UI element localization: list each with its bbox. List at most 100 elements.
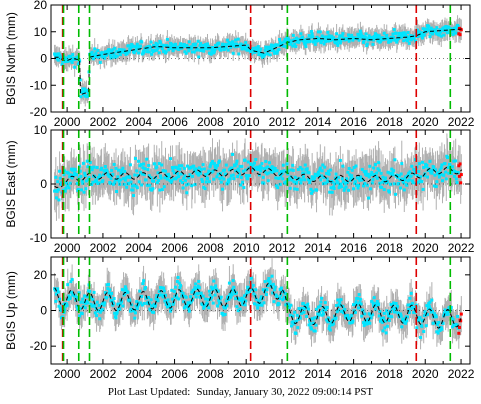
data-point — [132, 309, 136, 313]
data-point — [246, 160, 250, 164]
y-axis-label: BGIS Up (mm) — [4, 271, 18, 350]
data-point — [330, 34, 334, 38]
data-point — [370, 170, 374, 174]
data-point — [194, 169, 198, 173]
data-point — [393, 38, 397, 42]
data-point — [103, 301, 107, 305]
data-point — [271, 282, 275, 286]
data-point — [174, 165, 178, 169]
data-point — [167, 172, 171, 176]
data-point — [448, 163, 452, 167]
data-point — [333, 182, 337, 186]
data-point — [123, 178, 127, 182]
data-point — [385, 324, 389, 328]
data-point — [148, 183, 152, 187]
data-point — [370, 299, 374, 303]
data-point — [439, 326, 443, 330]
data-point — [163, 44, 167, 48]
x-tick-label: 2008 — [197, 115, 224, 129]
data-point — [453, 170, 457, 174]
x-tick-label: 2010 — [233, 241, 260, 255]
data-point — [153, 303, 157, 307]
data-point — [168, 179, 172, 183]
data-point — [121, 166, 125, 170]
data-point — [147, 296, 151, 300]
data-point — [80, 312, 84, 316]
data-point — [305, 167, 309, 171]
data-point — [155, 48, 159, 52]
data-point — [160, 293, 164, 297]
data-point — [326, 30, 330, 34]
data-point — [434, 185, 438, 189]
data-point — [189, 300, 193, 304]
data-point — [118, 53, 122, 57]
data-point — [363, 182, 367, 186]
data-point — [338, 304, 342, 308]
data-point — [258, 303, 262, 307]
data-point — [145, 50, 149, 54]
data-point — [295, 313, 299, 317]
data-point — [336, 181, 340, 185]
data-point — [178, 286, 182, 290]
data-point — [395, 40, 399, 44]
data-point — [155, 294, 159, 298]
data-point — [135, 307, 139, 311]
data-point — [446, 31, 450, 35]
data-point — [162, 49, 166, 53]
data-point — [273, 169, 277, 173]
data-point — [98, 60, 102, 64]
data-point — [85, 159, 89, 163]
data-point — [457, 325, 461, 329]
data-point — [167, 175, 171, 179]
data-point — [438, 329, 442, 333]
data-point — [182, 300, 186, 304]
x-tick-label: 2004 — [125, 241, 152, 255]
data-point — [175, 280, 179, 284]
data-point — [166, 298, 170, 302]
data-point — [318, 30, 322, 34]
x-tick-label: 2014 — [304, 115, 331, 129]
data-point — [233, 45, 237, 49]
data-point — [310, 32, 314, 36]
data-point — [98, 317, 102, 321]
data-point — [209, 297, 213, 301]
data-point — [421, 27, 425, 31]
data-point — [97, 181, 101, 185]
data-point — [229, 291, 233, 295]
data-point — [356, 186, 360, 190]
data-point — [160, 47, 164, 51]
data-point — [243, 47, 247, 51]
x-tick-label: 2004 — [125, 367, 152, 381]
data-point — [175, 296, 179, 300]
data-point — [168, 305, 172, 309]
data-point — [452, 159, 456, 163]
data-point — [92, 55, 96, 59]
data-point — [106, 51, 110, 55]
data-point — [400, 325, 404, 329]
data-point — [176, 167, 180, 171]
data-point — [394, 192, 398, 196]
data-point — [341, 32, 345, 36]
data-point — [222, 44, 226, 48]
data-point — [344, 185, 348, 189]
x-tick-label: 2004 — [125, 115, 152, 129]
data-point — [202, 167, 206, 171]
data-point — [238, 307, 242, 311]
data-point — [302, 38, 306, 42]
data-point — [278, 38, 282, 42]
data-point — [185, 43, 189, 47]
data-point — [313, 172, 317, 176]
data-point — [456, 24, 460, 28]
data-point — [397, 181, 401, 185]
data-point — [257, 299, 261, 303]
data-point — [81, 181, 85, 185]
data-point — [117, 168, 121, 172]
data-point — [440, 163, 444, 167]
data-point — [273, 166, 277, 170]
data-point — [124, 287, 128, 291]
data-point — [454, 27, 458, 31]
data-point — [436, 331, 440, 335]
data-point — [338, 158, 342, 162]
data-point — [275, 169, 279, 173]
data-point — [436, 322, 440, 326]
